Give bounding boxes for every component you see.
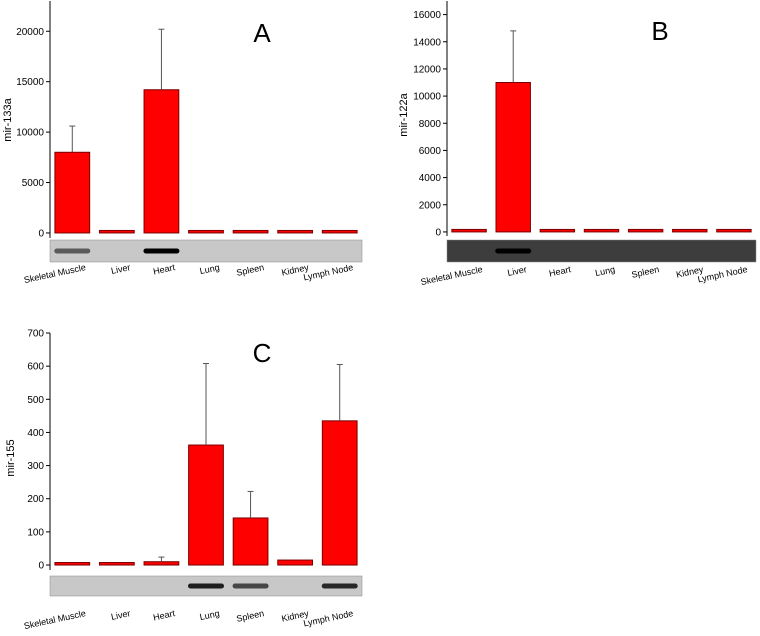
x-tick-label: Lung bbox=[199, 608, 221, 622]
x-tick-label: Heart bbox=[152, 262, 176, 276]
bar bbox=[232, 229, 269, 234]
y-tick-label: 700 bbox=[27, 329, 44, 340]
bar bbox=[539, 228, 576, 233]
y-tick-label: 0 bbox=[38, 228, 44, 239]
y-tick-label: 6000 bbox=[419, 146, 442, 157]
panel-label: B bbox=[651, 16, 668, 46]
chart-panel-a: 0 5000 10000 15000 20000 mir-133a A Skeletal Mu… bbox=[2, 1, 363, 285]
x-tick-label: Lymph Node bbox=[697, 264, 749, 284]
x-tick-label: Lung bbox=[199, 262, 221, 276]
y-tick-label: 12000 bbox=[413, 64, 441, 75]
bar bbox=[277, 229, 314, 234]
bar bbox=[277, 559, 314, 566]
y-tick-label: 600 bbox=[27, 362, 44, 373]
bar bbox=[232, 517, 269, 566]
y-tick-label: 14000 bbox=[413, 37, 441, 48]
y-tick-label: 8000 bbox=[419, 119, 442, 130]
bar bbox=[98, 562, 135, 566]
y-tick-label: 16000 bbox=[413, 10, 441, 21]
bar bbox=[188, 229, 224, 234]
x-tick-label: Spleen bbox=[235, 262, 264, 278]
gel-band bbox=[143, 248, 180, 254]
y-axis-label: mir-122a bbox=[398, 92, 410, 136]
y-axis-label: mir-155 bbox=[5, 439, 17, 476]
y-tick-label: 0 bbox=[435, 227, 441, 238]
y-tick-label: 400 bbox=[27, 428, 44, 439]
gel-band bbox=[495, 248, 532, 254]
x-tick-label: Lymph Node bbox=[302, 262, 354, 282]
gel-band bbox=[232, 583, 269, 589]
x-tick-label: Liver bbox=[110, 262, 131, 276]
x-tick-label: Skeletal Muscle bbox=[23, 608, 87, 631]
bar bbox=[54, 151, 91, 234]
bar bbox=[495, 82, 531, 233]
x-tick-label: Heart bbox=[548, 264, 572, 278]
bar bbox=[672, 228, 708, 233]
x-tick-label: Liver bbox=[110, 608, 131, 622]
x-tick-label: Liver bbox=[506, 264, 527, 278]
bar bbox=[321, 420, 358, 566]
bar bbox=[321, 229, 358, 234]
x-tick-label: Lymph Node bbox=[302, 608, 354, 628]
y-tick-label: 10000 bbox=[16, 128, 44, 139]
y-tick-label: 100 bbox=[27, 527, 44, 538]
bar bbox=[188, 444, 224, 566]
y-tick-label: 2000 bbox=[419, 200, 442, 211]
bar bbox=[143, 89, 180, 234]
bar bbox=[54, 562, 91, 566]
chart-panel-c: 0 100 200 300 400 500 600 700 mir-155 C Skeletal M… bbox=[5, 329, 363, 631]
panel-label: C bbox=[253, 338, 272, 368]
y-tick-label: 200 bbox=[27, 494, 44, 505]
y-tick-label: 10000 bbox=[413, 92, 441, 103]
bar bbox=[583, 228, 620, 233]
x-tick-label: Spleen bbox=[235, 608, 264, 624]
x-tick-label: Skeletal Muscle bbox=[420, 264, 484, 287]
bar bbox=[716, 228, 752, 233]
gel-band bbox=[321, 583, 358, 589]
bar bbox=[143, 561, 180, 566]
x-tick-label: Spleen bbox=[631, 264, 660, 280]
bar bbox=[627, 228, 664, 233]
gel-image bbox=[49, 239, 363, 263]
y-tick-label: 500 bbox=[27, 395, 44, 406]
y-tick-label: 4000 bbox=[419, 173, 442, 184]
y-tick-label: 15000 bbox=[16, 77, 44, 88]
gel-band bbox=[188, 583, 224, 589]
bar bbox=[98, 229, 135, 234]
x-tick-label: Heart bbox=[152, 608, 176, 622]
gel-band bbox=[54, 248, 91, 254]
panel-label: A bbox=[253, 18, 271, 48]
y-tick-label: 20000 bbox=[16, 27, 44, 38]
gel-image bbox=[446, 239, 757, 263]
bar bbox=[451, 228, 487, 233]
y-tick-label: 300 bbox=[27, 461, 44, 472]
x-tick-label: Skeletal Muscle bbox=[23, 262, 87, 285]
chart-panel-b: 0 2000 4000 6000 8000 10000 12000 14000 16000 mir… bbox=[398, 1, 757, 287]
y-tick-label: 0 bbox=[38, 561, 44, 572]
y-tick-label: 5000 bbox=[22, 178, 45, 189]
y-axis-label: mir-133a bbox=[2, 97, 14, 141]
x-tick-label: Lung bbox=[594, 264, 616, 278]
